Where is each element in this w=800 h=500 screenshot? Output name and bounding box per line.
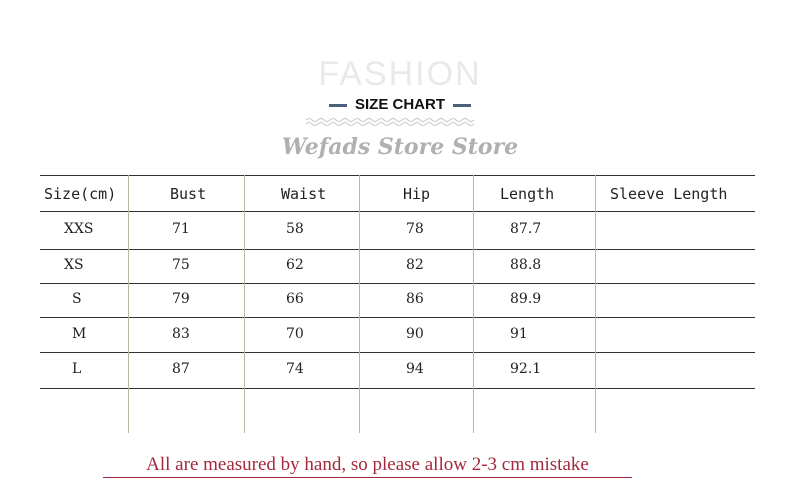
size-chart-title: SIZE CHART [0, 96, 800, 114]
title-bar-right [453, 103, 471, 107]
table-cell: M [72, 325, 87, 342]
size-chart-title-text: SIZE CHART [355, 96, 445, 113]
table-cell: 75 [172, 257, 190, 273]
table-cell: 86 [406, 291, 424, 307]
measurement-note: All are measured by hand, so please allo… [103, 454, 632, 478]
table-cell: 88.8 [510, 257, 542, 273]
column-header: Sleeve Length [610, 185, 728, 203]
table-cell: L [72, 361, 82, 377]
column-header: Hip [403, 185, 431, 203]
table-cell: 92.1 [510, 361, 542, 377]
table-cell: 87 [172, 361, 190, 377]
table-cell: 74 [286, 361, 304, 377]
table-cell: 62 [286, 257, 304, 273]
column-header: Length [500, 185, 555, 203]
table-cell: 82 [406, 257, 424, 273]
wave-divider [306, 118, 475, 126]
table-cell: 79 [172, 291, 190, 307]
table-cell: 83 [172, 325, 190, 342]
table-cell: 58 [286, 221, 304, 237]
table-cell: XS [64, 257, 84, 273]
table-cell: 91 [510, 325, 528, 342]
column-header: Size(cm) [44, 185, 117, 203]
table-cell: 78 [406, 221, 424, 237]
table-cell: 89.9 [510, 291, 542, 307]
table-cell: 94 [406, 361, 424, 377]
table-cell: S [72, 291, 82, 307]
table-cell: 66 [286, 291, 304, 307]
table-cell: 71 [172, 221, 190, 237]
fashion-watermark: FASHION [318, 55, 482, 93]
table-cell: 90 [406, 325, 424, 342]
column-header: Bust [170, 185, 207, 203]
table-cell: 87.7 [510, 221, 542, 237]
table-cell: XXS [64, 221, 94, 237]
store-name: Wefads Store Store [281, 134, 519, 160]
title-bar-left [329, 103, 347, 107]
column-header: Waist [281, 185, 327, 203]
table-cell: 70 [286, 325, 304, 342]
